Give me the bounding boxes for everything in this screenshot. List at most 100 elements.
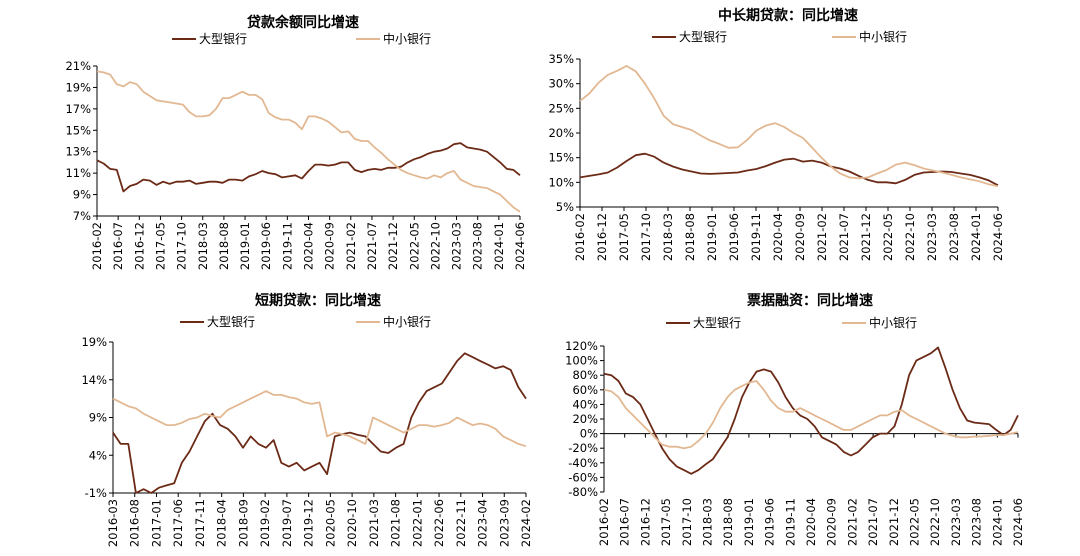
y-tick-label: 15% [65,123,91,137]
x-tick-label: 2019-06 [763,498,777,546]
x-tick-label: 2023-09 [497,499,511,547]
y-tick-label: 30% [548,77,574,91]
x-tick-label: 2022-05 [881,213,895,261]
x-tick-label: 2017-10 [175,222,189,270]
y-tick-label: 35% [548,52,574,66]
x-tick-label: 2017-06 [171,499,185,547]
x-tick-label: 2017-10 [639,213,653,261]
y-tick-label: 9% [73,188,91,202]
y-tick-label: 4% [89,448,107,462]
x-tick-label: 2021-12 [859,213,873,261]
x-tick-label: 2023-04 [476,499,490,547]
x-tick-label: 2021-07 [866,498,880,546]
y-tick-label: 10% [548,175,574,189]
y-tick-label: -40% [568,456,598,470]
x-tick-label: 2020-04 [302,222,316,270]
x-tick-label: 2017-05 [617,213,631,261]
x-tick-label: 2021-08 [389,499,403,547]
x-tick-label: 2020-09 [825,498,839,546]
x-tick-label: 2019-06 [259,222,273,270]
x-tick-label: 2018-08 [217,222,231,270]
series-line-small-mid-banks [579,65,999,188]
y-tick-label: 19% [65,80,91,94]
legend-label: 大型银行 [693,316,741,330]
legend-label: 大型银行 [679,30,727,44]
y-tick-label: 40% [572,397,598,411]
x-tick-label: 2017-11 [193,499,207,547]
x-tick-label: 2024-06 [1011,498,1025,546]
y-tick-label: -60% [568,470,598,484]
x-tick-label: 2019-12 [302,499,316,547]
x-tick-label: 2024-01 [492,222,506,270]
x-tick-label: 2016-02 [573,213,587,261]
x-tick-label: 2019-02 [258,499,272,547]
series-line-large-banks [96,142,521,193]
chart-title: 贷款余额同比增速 [247,14,359,31]
legend-label: 中小银行 [869,315,917,330]
x-tick-label: 2021-02 [845,498,859,546]
chart-title: 短期贷款：同比增速 [255,292,381,309]
legend-label: 中小银行 [383,31,431,46]
x-tick-label: 2021-03 [367,499,381,547]
x-tick-label: 2018-09 [236,499,250,547]
x-tick-label: 2024-02 [519,499,533,547]
x-tick-label: 2021-12 [887,498,901,546]
x-tick-label: 2022-01 [410,499,424,547]
x-tick-label: 2016-02 [90,222,104,270]
y-tick-label: 120% [565,339,598,353]
x-tick-label: 2023-03 [925,213,939,261]
x-tick-label: 2021-12 [386,222,400,270]
x-tick-label: 2019-11 [749,213,763,261]
x-tick-label: 2024-01 [990,498,1004,546]
y-tick-label: 13% [65,145,91,159]
y-tick-label: 20% [548,126,574,140]
y-tick-label: 21% [65,59,91,73]
x-tick-label: 2020-05 [323,499,337,547]
y-tick-label: -20% [568,441,598,455]
y-tick-label: 19% [81,335,107,349]
x-tick-label: 2024-06 [513,222,527,270]
x-tick-label: 2023-08 [947,213,961,261]
legend-label: 中小银行 [383,314,431,329]
x-tick-label: 2024-01 [969,213,983,261]
x-tick-label: 2019-07 [280,499,294,547]
x-tick-label: 2021-07 [365,222,379,270]
chart-title: 中长期贷款：同比增速 [718,7,858,24]
chart-title: 票据融资：同比增速 [747,292,873,309]
x-tick-label: 2021-02 [815,213,829,261]
series-line-small-mid-banks [112,390,527,448]
legend-label: 中小银行 [859,29,907,44]
x-tick-label: 2023-03 [949,498,963,546]
x-tick-label: 2016-03 [106,499,120,547]
y-tick-label: 9% [89,411,107,425]
y-tick-label: 15% [548,151,574,165]
y-tick-label: -80% [568,485,598,499]
x-tick-label: 2022-11 [454,499,468,547]
x-tick-label: 2019-01 [742,498,756,546]
x-tick-label: 2020-10 [345,499,359,547]
x-tick-label: 2018-08 [721,498,735,546]
y-tick-label: 0% [580,427,598,441]
x-tick-label: 2021-02 [344,222,358,270]
x-tick-label: 2018-03 [661,213,675,261]
x-tick-label: 2018-03 [701,498,715,546]
x-tick-label: 2018-04 [215,499,229,547]
series-line-large-banks [579,152,999,187]
x-tick-label: 2016-12 [595,213,609,261]
legend-label: 大型银行 [199,32,247,46]
y-tick-label: 100% [565,354,598,368]
y-tick-label: 80% [572,368,598,382]
series-line-small-mid-banks [96,70,521,213]
y-tick-label: 7% [73,209,91,223]
y-tick-label: -1% [85,486,107,500]
x-tick-label: 2016-02 [597,498,611,546]
x-tick-label: 2023-08 [970,498,984,546]
x-tick-label: 2022-10 [903,213,917,261]
x-tick-label: 2020-04 [771,213,785,261]
x-tick-label: 2019-06 [727,213,741,261]
x-tick-label: 2016-12 [638,498,652,546]
x-tick-label: 2020-04 [804,498,818,546]
